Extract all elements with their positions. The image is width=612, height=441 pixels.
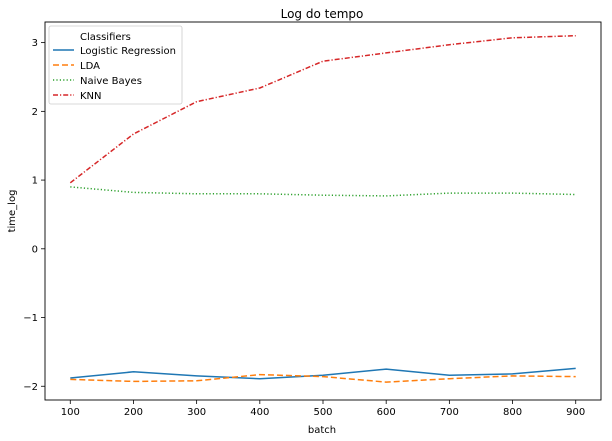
x-tick-label: 900 [566,407,585,418]
legend-items: Logistic Regression LDA Naive Bayes KNN [53,46,176,102]
x-tick-label: 600 [377,407,396,418]
y-tick-label: 3 [32,38,38,49]
x-tick-label: 400 [250,407,269,418]
legend-label: Naive Bayes [80,76,142,87]
x-axis-label: batch [308,425,336,436]
legend-box [48,25,183,105]
y-tick-label: 2 [32,107,38,118]
y-tick-label: −2 [23,382,38,393]
chart-title: Log do tempo [281,7,364,21]
x-axis: 100 200 300 400 500 600 700 800 900 [61,400,585,418]
x-tick-label: 100 [61,407,80,418]
y-tick-label: 1 [32,176,38,187]
x-tick-label: 800 [503,407,522,418]
y-axis-label: time_log [7,190,18,233]
y-tick-label: 0 [32,244,38,255]
x-tick-label: 300 [187,407,206,418]
series-line-lda [70,373,576,383]
legend-label: KNN [80,91,102,102]
legend-label: LDA [80,61,100,72]
plot-area [69,34,576,383]
x-tick-label: 200 [124,407,143,418]
x-tick-label: 700 [440,407,459,418]
x-tick-label: 500 [313,407,332,418]
legend-title: Classifiers [80,32,131,43]
legend: Classifiers Logistic Regression LDA Naive … [48,25,183,105]
y-axis: −2 −1 0 1 2 3 [23,38,45,393]
series-line-knn [69,34,576,184]
series-line-logistic-regression [70,367,576,380]
y-tick-label: −1 [23,313,38,324]
legend-label: Logistic Regression [80,46,176,57]
